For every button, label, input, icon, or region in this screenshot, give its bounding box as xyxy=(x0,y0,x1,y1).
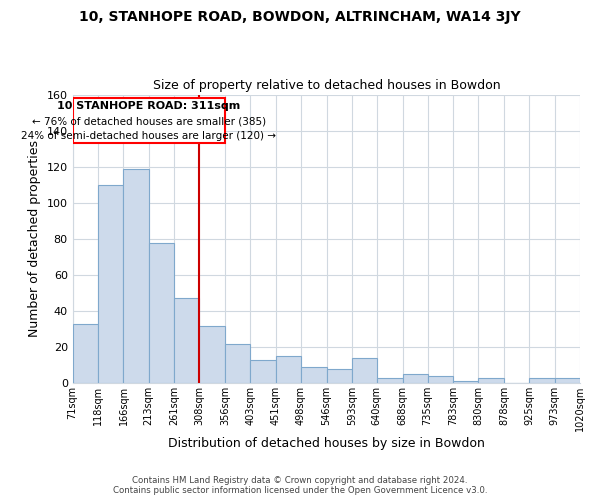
Bar xyxy=(98,185,124,384)
Text: Contains HM Land Registry data © Crown copyright and database right 2024.
Contai: Contains HM Land Registry data © Crown c… xyxy=(113,476,487,495)
Bar xyxy=(326,369,352,384)
Bar xyxy=(276,356,301,384)
Bar xyxy=(199,326,225,384)
Y-axis label: Number of detached properties: Number of detached properties xyxy=(28,140,41,338)
Bar xyxy=(124,168,149,384)
Bar xyxy=(352,358,377,384)
Bar xyxy=(529,378,555,384)
X-axis label: Distribution of detached houses by size in Bowdon: Distribution of detached houses by size … xyxy=(168,437,485,450)
Bar xyxy=(73,324,98,384)
Bar xyxy=(377,378,403,384)
Bar xyxy=(174,298,199,384)
Text: 24% of semi-detached houses are larger (120) →: 24% of semi-detached houses are larger (… xyxy=(22,132,277,141)
Bar xyxy=(428,376,454,384)
Bar xyxy=(301,367,326,384)
Text: ← 76% of detached houses are smaller (385): ← 76% of detached houses are smaller (38… xyxy=(32,117,266,127)
Text: 10 STANHOPE ROAD: 311sqm: 10 STANHOPE ROAD: 311sqm xyxy=(57,101,241,111)
Text: 10, STANHOPE ROAD, BOWDON, ALTRINCHAM, WA14 3JY: 10, STANHOPE ROAD, BOWDON, ALTRINCHAM, W… xyxy=(79,10,521,24)
Bar xyxy=(250,360,276,384)
Bar xyxy=(555,378,580,384)
Bar xyxy=(454,382,478,384)
Bar xyxy=(478,378,504,384)
Bar xyxy=(225,344,250,384)
Bar xyxy=(149,242,174,384)
Bar xyxy=(403,374,428,384)
Title: Size of property relative to detached houses in Bowdon: Size of property relative to detached ho… xyxy=(152,79,500,92)
FancyBboxPatch shape xyxy=(73,98,225,144)
